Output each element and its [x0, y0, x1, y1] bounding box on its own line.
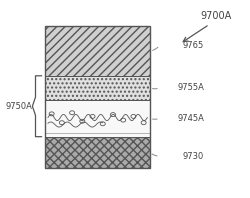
Bar	[46, 100, 150, 137]
Text: 9755A: 9755A	[177, 83, 204, 92]
Text: 9750A: 9750A	[6, 102, 32, 111]
Text: 9765: 9765	[182, 41, 204, 50]
Bar	[46, 26, 150, 76]
Text: 9745A: 9745A	[177, 114, 204, 123]
Text: 9730: 9730	[182, 152, 204, 161]
Text: 9700A: 9700A	[201, 10, 232, 21]
Bar	[46, 137, 150, 168]
Bar	[46, 26, 150, 168]
Bar	[46, 76, 150, 100]
